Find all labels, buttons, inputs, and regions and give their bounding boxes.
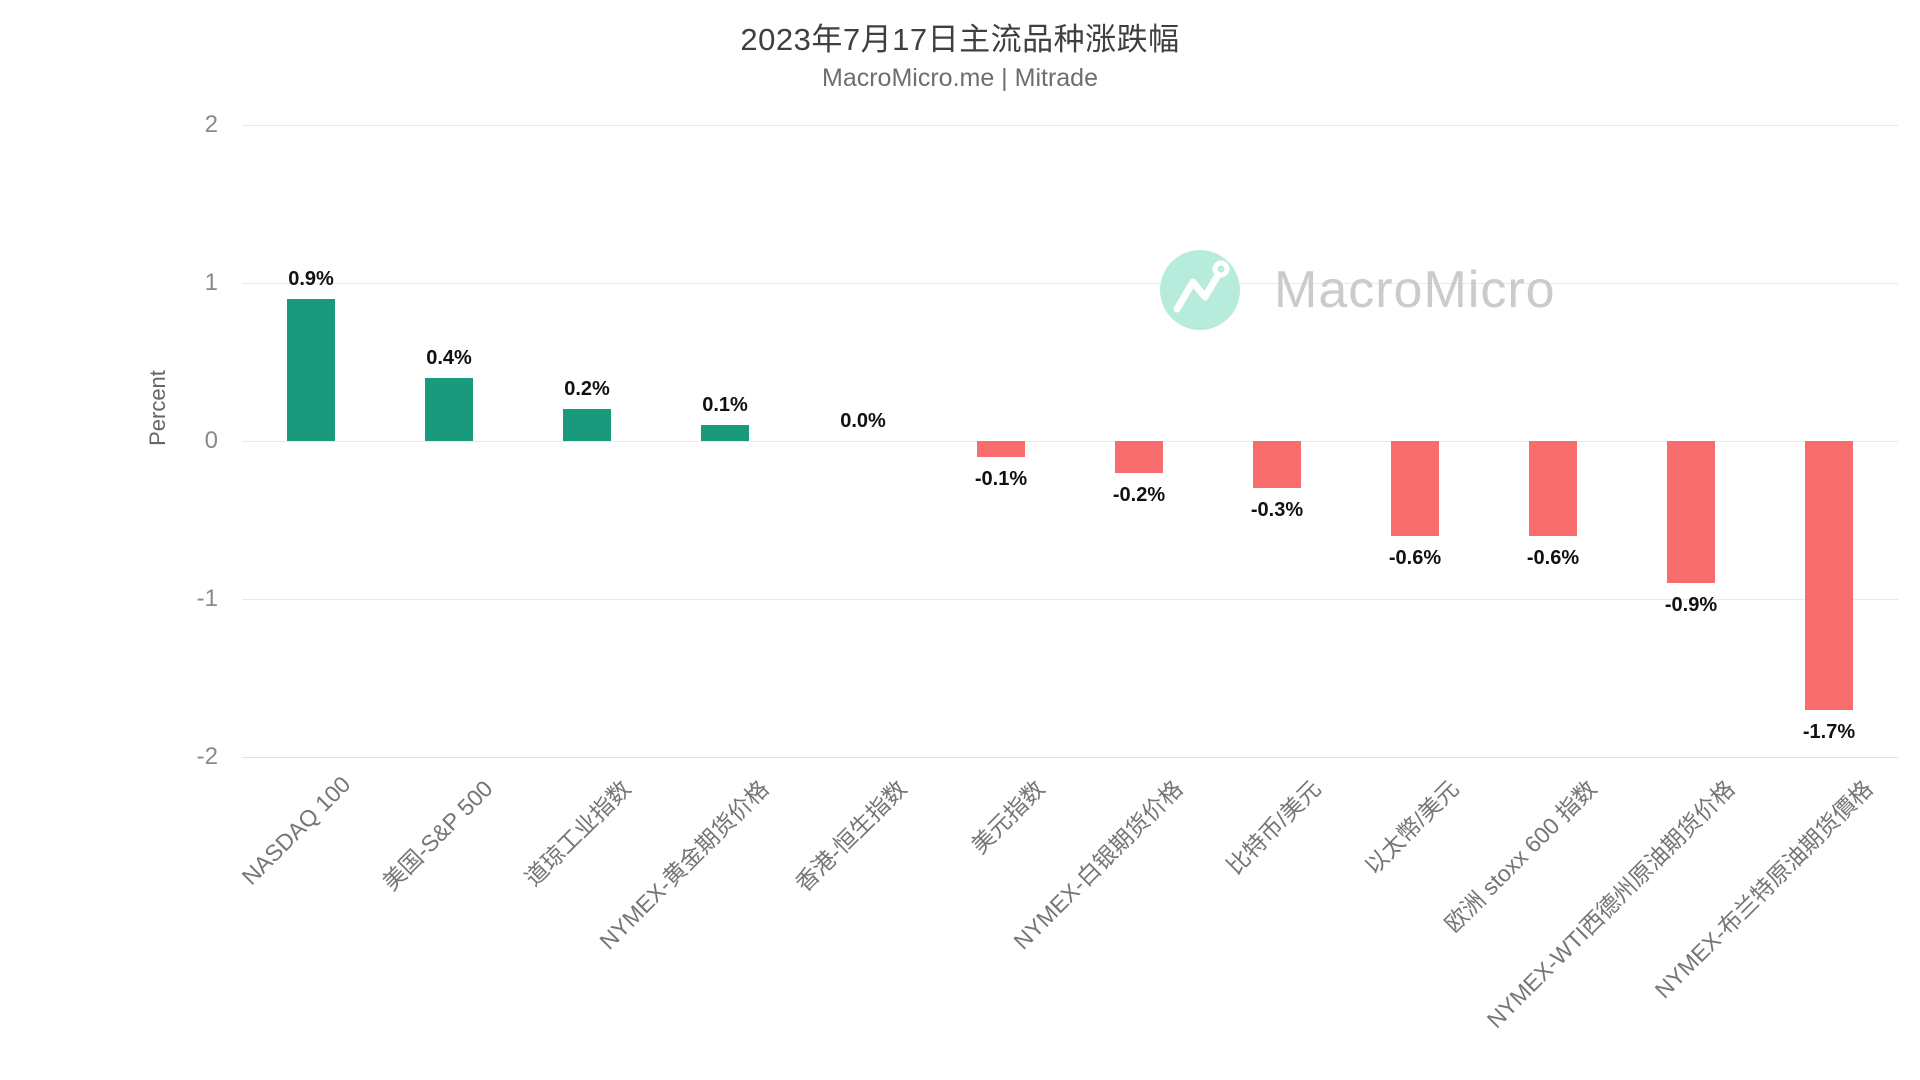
y-axis-tick-label: 1 bbox=[204, 269, 218, 296]
y-axis-tick-label: 2 bbox=[204, 111, 218, 138]
bar-value-label: -0.1% bbox=[974, 467, 1028, 490]
bar[interactable] bbox=[701, 425, 749, 441]
macromicro-logo-icon bbox=[1160, 250, 1240, 330]
y-axis-tick-label: -1 bbox=[196, 585, 218, 612]
bar[interactable] bbox=[977, 441, 1025, 457]
x-axis-category-label: 以太幣/美元 bbox=[1359, 775, 1464, 880]
bar-value-label: -1.7% bbox=[1802, 720, 1856, 743]
gridline bbox=[242, 283, 1898, 284]
bar-value-label: 0.9% bbox=[288, 267, 334, 290]
bar-value-label: -0.6% bbox=[1388, 546, 1442, 569]
x-axis-category-label: 美元指数 bbox=[966, 775, 1050, 859]
bar-value-label: 0.4% bbox=[426, 346, 472, 369]
bar-value-label: 0.2% bbox=[564, 378, 610, 401]
chart-subtitle: MacroMicro.me | Mitrade bbox=[822, 64, 1098, 92]
watermark: MacroMicro bbox=[1160, 250, 1556, 330]
y-axis-tick-label: 0 bbox=[204, 427, 218, 454]
gridline bbox=[242, 125, 1898, 126]
bar-value-label: -0.9% bbox=[1664, 594, 1718, 617]
bar-value-label: -0.3% bbox=[1250, 499, 1304, 522]
bar-value-label: -0.2% bbox=[1112, 483, 1166, 506]
watermark-text: MacroMicro bbox=[1274, 261, 1556, 319]
gridline bbox=[242, 599, 1898, 600]
gridline bbox=[242, 441, 1898, 442]
bar[interactable] bbox=[1391, 441, 1439, 536]
x-axis-category-label: 比特币/美元 bbox=[1221, 775, 1326, 880]
bar[interactable] bbox=[1529, 441, 1577, 536]
x-axis-category-label: NYMEX-布兰特原油期货價格 bbox=[1649, 775, 1878, 1004]
y-axis-tick-label: -2 bbox=[196, 743, 218, 770]
bar[interactable] bbox=[1253, 441, 1301, 489]
bar-value-label: 0.0% bbox=[840, 410, 886, 432]
bar[interactable] bbox=[1805, 441, 1853, 710]
bar[interactable] bbox=[287, 298, 335, 441]
chart-title: 2023年7月17日主流品种涨跌幅 bbox=[740, 22, 1180, 57]
bar[interactable] bbox=[425, 377, 473, 441]
gridline bbox=[242, 757, 1898, 758]
bar[interactable] bbox=[563, 409, 611, 441]
bar[interactable] bbox=[1115, 441, 1163, 473]
bar[interactable] bbox=[1667, 441, 1715, 584]
bar-value-label: -0.6% bbox=[1526, 546, 1580, 569]
bar-value-label: 0.1% bbox=[702, 394, 748, 417]
